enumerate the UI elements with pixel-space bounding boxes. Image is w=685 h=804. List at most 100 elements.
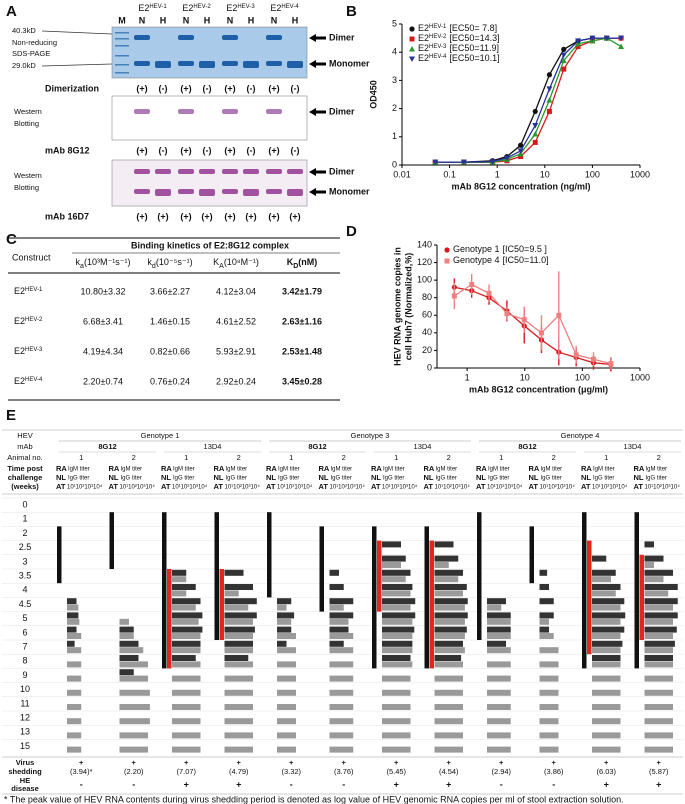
igg-bar bbox=[119, 675, 148, 682]
igg-bar bbox=[172, 576, 187, 583]
igm-bar bbox=[434, 584, 467, 590]
igm-bar bbox=[224, 655, 249, 661]
band bbox=[243, 169, 259, 174]
rna-bar bbox=[214, 512, 219, 640]
construct-header: E2HEV-2 bbox=[182, 3, 211, 13]
legend-label-part: Genotype 4 bbox=[453, 255, 500, 265]
table-cell: 3.45±0.28 bbox=[282, 376, 322, 386]
legend-label-part: HEV-4 bbox=[429, 54, 447, 60]
igm-bar bbox=[539, 569, 548, 576]
sign: (+) bbox=[245, 211, 256, 221]
igm-bar bbox=[329, 626, 349, 633]
titer-label: IgM titer bbox=[121, 467, 143, 473]
sign: (-) bbox=[247, 145, 256, 155]
table-header: kd(10⁻⁵s⁻¹) bbox=[147, 257, 192, 270]
igg-bar bbox=[592, 746, 621, 753]
igm-bar bbox=[224, 584, 253, 590]
sign: (-) bbox=[291, 145, 300, 155]
construct-header-part: E2 bbox=[182, 3, 193, 13]
table-cell: 2.63±1.16 bbox=[282, 316, 322, 326]
week-label: 7 bbox=[22, 641, 27, 651]
table-header: Construct bbox=[12, 252, 51, 262]
point bbox=[532, 108, 538, 115]
igm-bar bbox=[592, 612, 626, 619]
band-arrow bbox=[309, 168, 326, 176]
igg-bar bbox=[277, 675, 296, 682]
igg-bar bbox=[434, 618, 465, 625]
igg-bar bbox=[329, 746, 354, 753]
sign: (+) bbox=[268, 83, 279, 93]
legend-marker bbox=[444, 247, 450, 253]
igm-bar bbox=[644, 569, 673, 576]
blot-label: Blotting bbox=[14, 119, 39, 128]
igm-bar bbox=[487, 640, 506, 647]
point bbox=[560, 57, 567, 64]
peak: (3.86) bbox=[544, 767, 564, 776]
ladder-band bbox=[115, 64, 129, 66]
titer-label: IgG titer bbox=[331, 476, 352, 482]
animal-no: 1 bbox=[604, 453, 608, 462]
week-label: 8 bbox=[22, 656, 27, 666]
igg-bar bbox=[224, 718, 253, 725]
sign: (+) bbox=[157, 211, 168, 221]
point bbox=[546, 72, 553, 78]
igg-bar bbox=[172, 675, 201, 682]
igm-bar bbox=[224, 626, 255, 633]
alt-bar bbox=[219, 569, 224, 640]
disease: + bbox=[236, 779, 241, 789]
table-construct: E2HEV-4 bbox=[14, 376, 43, 386]
point bbox=[546, 86, 553, 92]
sign: (-) bbox=[247, 83, 256, 93]
point bbox=[504, 311, 510, 317]
table-header-part: a bbox=[80, 263, 84, 270]
lane-label: H bbox=[204, 15, 211, 25]
animal-no: 2 bbox=[342, 453, 346, 462]
legend-label-part: [EC50= 7.8] bbox=[449, 23, 497, 33]
disease: + bbox=[604, 779, 609, 789]
table-construct-part: HEV-3 bbox=[25, 347, 43, 353]
lane-label: M bbox=[118, 15, 126, 25]
disease: + bbox=[656, 779, 661, 789]
ladder-band bbox=[115, 38, 129, 40]
igg-bar bbox=[434, 675, 463, 682]
alt-bar bbox=[429, 540, 434, 669]
igm-bar bbox=[119, 640, 139, 647]
table-header: ka(10³M⁻¹s⁻¹) bbox=[76, 257, 131, 270]
sign: (-) bbox=[291, 83, 300, 93]
point bbox=[575, 44, 581, 50]
table-header-part: D bbox=[293, 263, 298, 270]
peak: (3.76) bbox=[334, 767, 354, 776]
genotype-label: Genotype 3 bbox=[351, 431, 390, 440]
igg-bar bbox=[434, 718, 463, 725]
igg-bar bbox=[539, 618, 549, 625]
table-cell: 3.66±2.27 bbox=[150, 286, 190, 296]
igg-bar bbox=[224, 647, 253, 654]
y-tick-label: 5 bbox=[392, 18, 397, 28]
disease: - bbox=[290, 779, 293, 789]
row-label: HEV bbox=[17, 431, 32, 440]
lane-label: H bbox=[248, 15, 255, 25]
band bbox=[134, 189, 150, 194]
peak: (6.03) bbox=[596, 767, 616, 776]
legend-label-part: HEV-2 bbox=[429, 34, 447, 40]
construct-header-part: HEV-2 bbox=[193, 4, 211, 10]
igg-bar bbox=[382, 590, 411, 597]
igg-bar bbox=[539, 718, 559, 725]
rna-bar bbox=[57, 526, 62, 584]
igg-bar bbox=[434, 576, 459, 583]
panel-label: C bbox=[6, 231, 17, 248]
point bbox=[560, 52, 567, 59]
shedding: + bbox=[499, 758, 504, 767]
week-label: 0 bbox=[22, 499, 27, 509]
igg-bar bbox=[644, 661, 673, 668]
legend-label-part: HEV-3 bbox=[429, 44, 447, 50]
key-letters: AT bbox=[214, 482, 224, 491]
igm-bar bbox=[277, 612, 295, 619]
sign: (-) bbox=[203, 83, 212, 93]
legend-label-part: [EC50=10.1] bbox=[449, 53, 499, 63]
marker-size: 29.0kD bbox=[12, 61, 36, 70]
table-construct-part: HEV-1 bbox=[25, 287, 43, 293]
igg-bar bbox=[644, 604, 673, 611]
week-label: 3.5 bbox=[19, 570, 32, 580]
y-tick-label: 120 bbox=[417, 257, 432, 267]
